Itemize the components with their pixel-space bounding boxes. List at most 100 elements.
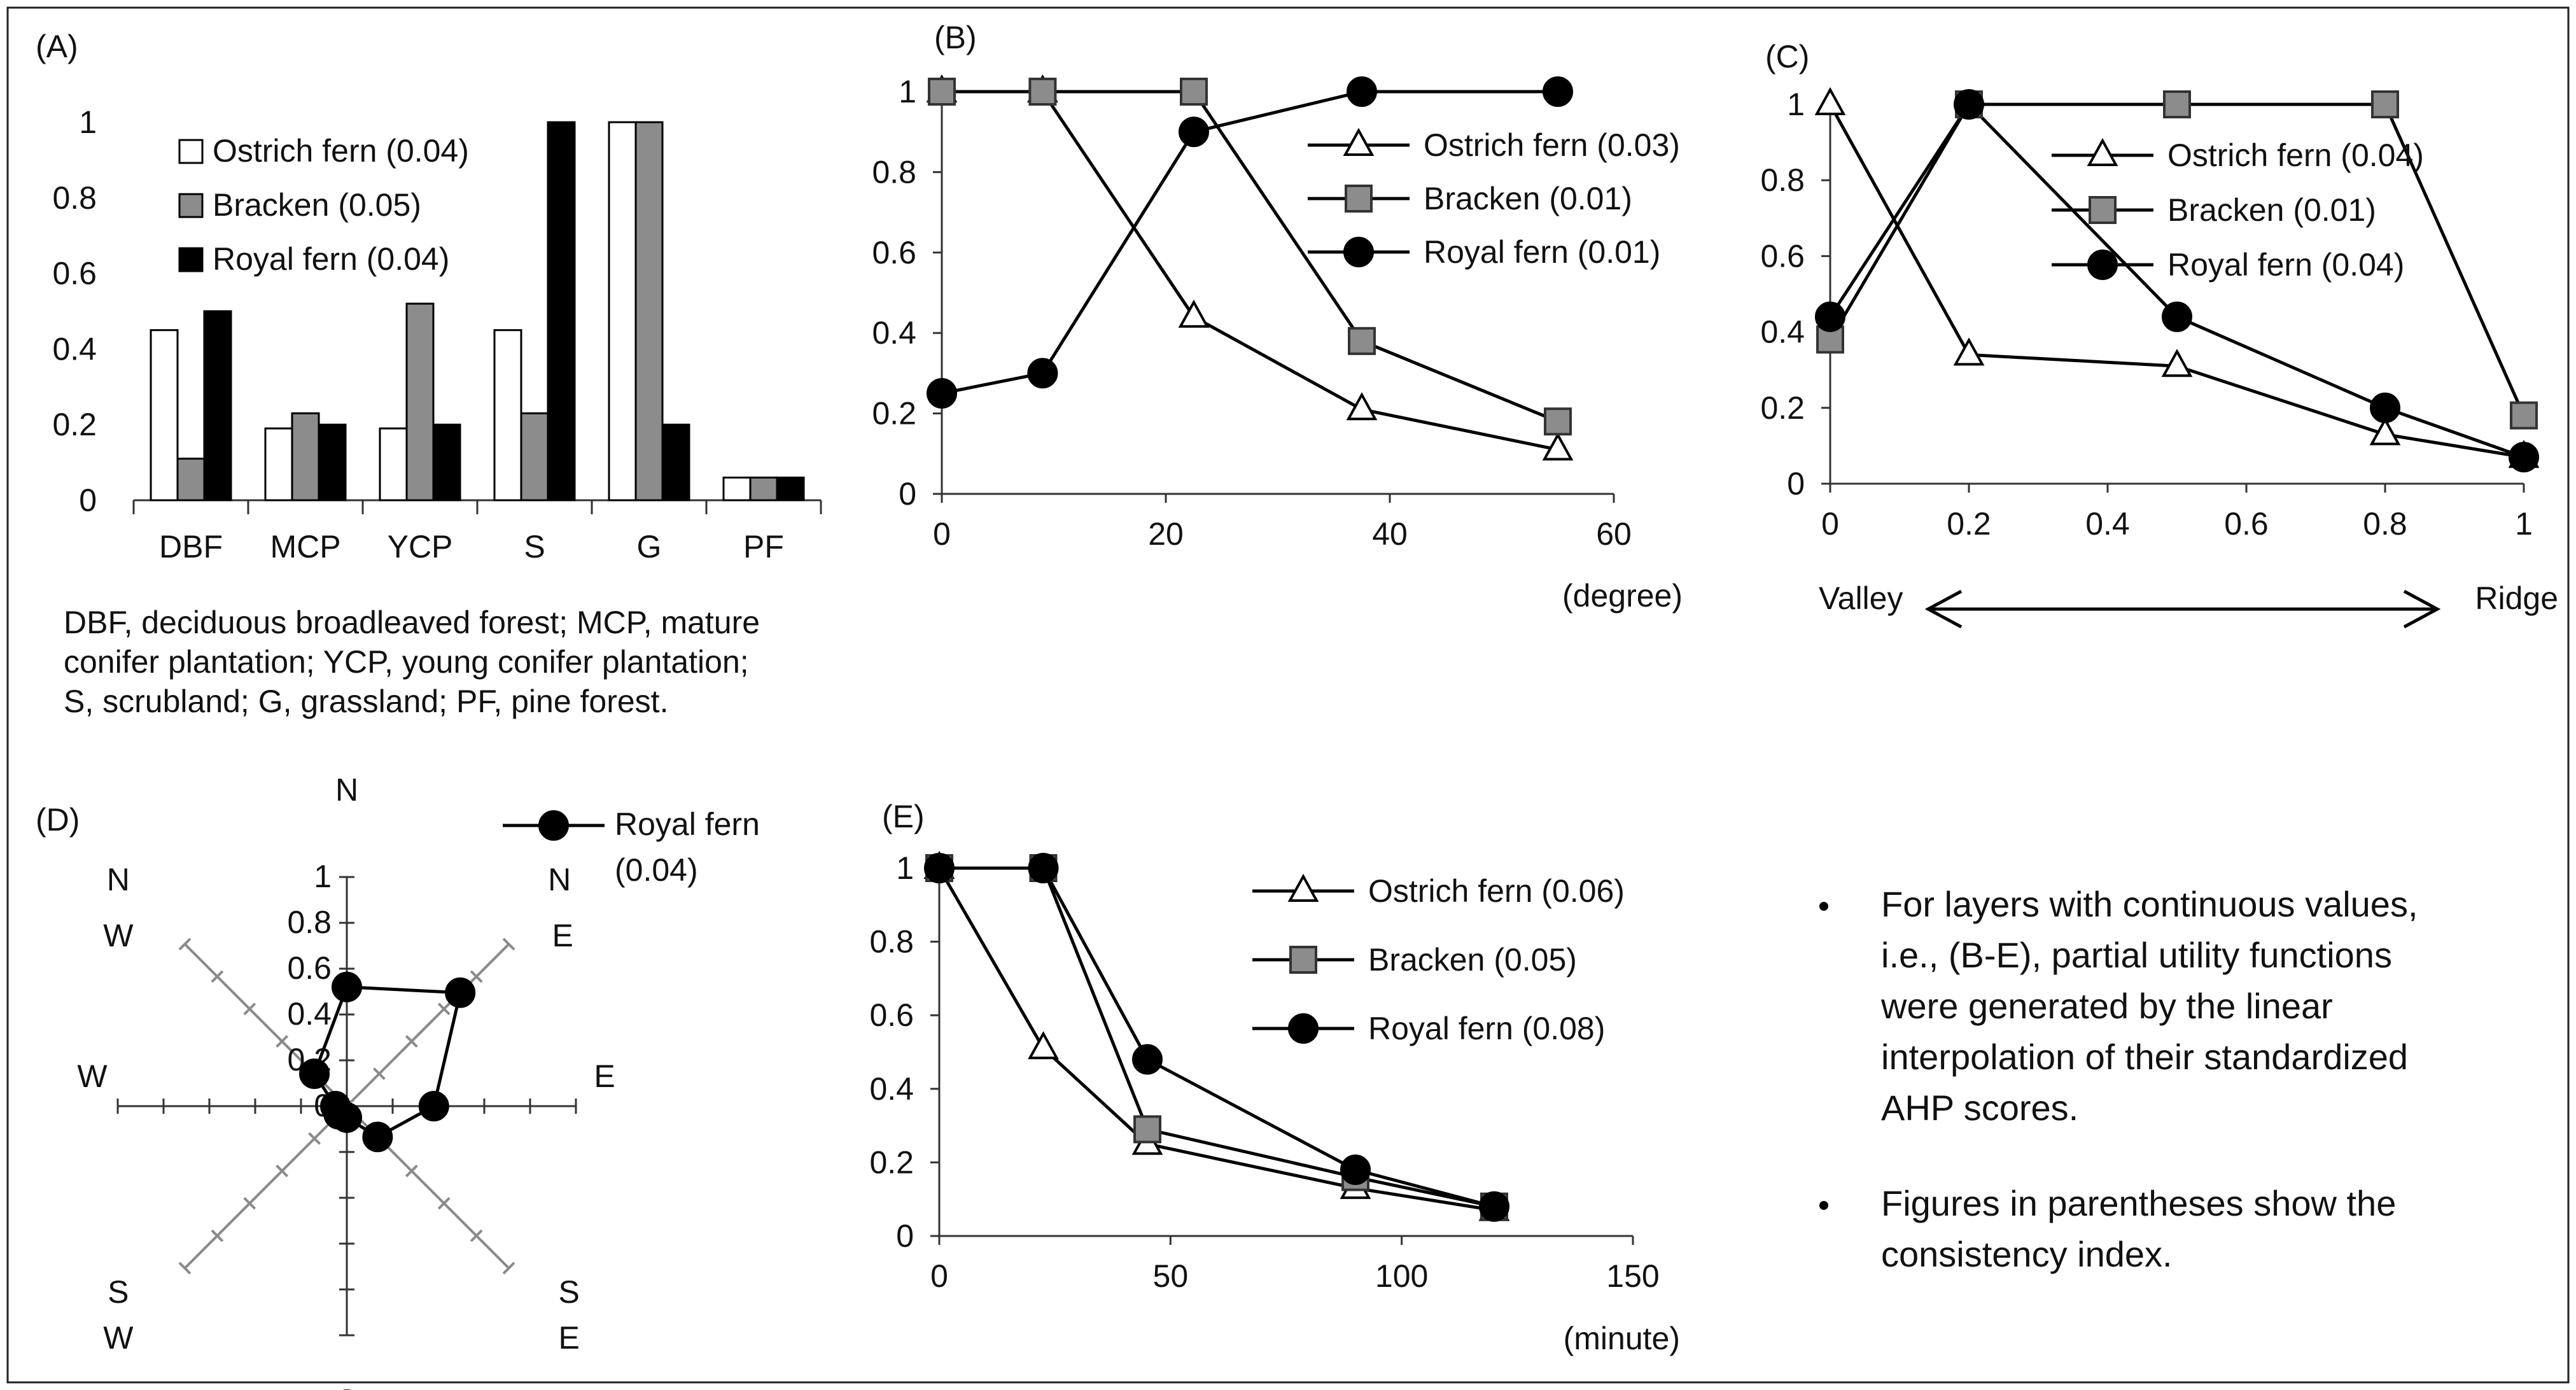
- bar-mcp-series-0: [264, 427, 293, 502]
- bar-s-series-0: [493, 329, 522, 502]
- y-tick-label: 0.6: [872, 235, 916, 270]
- data-point-series-0: [1953, 337, 1985, 366]
- panel-e-line-chart: (E) 0 0.2 0.4 0.6 0.8 1 0 50 100 150 (minute) Ostric…: [869, 799, 1680, 1356]
- category-label: MCP: [270, 529, 340, 565]
- radial-tick: [437, 1197, 451, 1210]
- data-point-series-1: [1348, 326, 1376, 355]
- legend-marker: [1343, 237, 1374, 267]
- direction-label-n: N: [335, 772, 358, 808]
- data-point-series-2: [927, 378, 957, 409]
- bar-g-series-0: [608, 121, 637, 502]
- y-tick-label: 0.2: [869, 1144, 914, 1180]
- radial-tick: [470, 1229, 483, 1242]
- data-point-series-1: [2163, 90, 2191, 118]
- radial-tick-label: 0.6: [287, 950, 332, 986]
- x-tick-label: 0.2: [1947, 506, 1991, 542]
- direction-label-s: S: [336, 1383, 357, 1390]
- x-axis-label: (degree): [1562, 578, 1683, 614]
- data-point-series-2: [1179, 116, 1209, 148]
- data-point-ne: [445, 977, 476, 1008]
- legend-label: Royal fern (0.01): [1424, 234, 1660, 270]
- x-tick-label: 0: [930, 1258, 948, 1294]
- data-point-series-0: [1178, 299, 1210, 328]
- bar-g-series-1: [634, 121, 664, 502]
- radial-tick: [437, 1002, 451, 1016]
- x-tick-label: 0.8: [2363, 506, 2407, 542]
- y-tick-label: 0.4: [52, 331, 97, 367]
- data-point-series-2: [1132, 1044, 1163, 1075]
- bar-dbf-series-1: [176, 458, 206, 502]
- legend-label: Bracken (0.01): [2167, 192, 2376, 228]
- radial-tick: [243, 1002, 256, 1016]
- data-point-series-0: [1028, 1031, 1059, 1060]
- legend-label: Royal fern (0.04): [2167, 247, 2404, 283]
- spoke-sw: [184, 1105, 348, 1269]
- direction-label-ne: N: [548, 862, 571, 897]
- direction-label-sw: S: [108, 1274, 129, 1310]
- legend-label: Ostrich fern (0.06): [1368, 873, 1625, 909]
- legend-marker: [1343, 127, 1375, 156]
- radial-tick: [502, 937, 515, 951]
- legend-marker: [1289, 946, 1317, 974]
- panel-b-line-chart: (B) 0 0.2 0.4 0.6 0.8 1 0 20 40 60 (degree) Ostrich …: [872, 20, 1683, 614]
- valley-label: Valley: [1819, 580, 1903, 616]
- legend-label: Ostrich fern (0.04): [2167, 137, 2424, 173]
- bar-ycp-series-0: [379, 427, 408, 502]
- radial-tick: [405, 1035, 418, 1048]
- data-point-n: [332, 971, 362, 1002]
- data-point-nw: [299, 1058, 330, 1090]
- direction-label-w: W: [77, 1058, 108, 1094]
- arrow-head-left: [1924, 589, 1963, 629]
- y-tick-label: 0.4: [872, 315, 916, 351]
- radial-tick: [470, 970, 483, 983]
- ridge-label: Ridge: [2475, 580, 2558, 616]
- y-tick-label: 0.8: [869, 924, 914, 960]
- arrow-head-right: [2403, 589, 2441, 629]
- data-point-series-0: [2161, 349, 2193, 377]
- bar-g-series-2: [661, 423, 690, 502]
- legend-label: Ostrich fern (0.03): [1424, 127, 1680, 163]
- y-tick-label: 1: [1787, 87, 1805, 122]
- data-point-series-0: [1346, 392, 1378, 421]
- bar-pf-series-2: [776, 476, 805, 502]
- data-point-series-2: [2509, 442, 2539, 473]
- panel-label: (C): [1765, 39, 1809, 74]
- bar-dbf-series-0: [150, 329, 179, 502]
- x-tick-label: 1: [2515, 506, 2533, 542]
- radial-tick: [178, 1261, 192, 1275]
- note-text: Figures in parentheses show the consisten…: [1881, 1183, 2396, 1274]
- panel-label: (E): [882, 799, 925, 834]
- bullet-icon: [1819, 1201, 1828, 1210]
- legend-marker: [1288, 1013, 1319, 1044]
- y-tick-label: 0.6: [869, 997, 914, 1033]
- panel-c-line-chart: (C) 0 0.2 0.4 0.6 0.8 1 0 0.2 0.4 0.6 0.8 1 Ostrich f…: [1760, 39, 2558, 629]
- legend-marker: [2087, 249, 2118, 280]
- data-point-series-1: [928, 78, 956, 106]
- data-point-series-1: [1028, 78, 1057, 106]
- data-point-series-0: [1814, 87, 1846, 115]
- y-tick-label: 0.6: [1760, 238, 1805, 274]
- x-axis-label: (minute): [1564, 1321, 1680, 1356]
- y-tick-label: 0.2: [52, 407, 97, 442]
- legend-label: Royal fern: [615, 806, 760, 842]
- data-point-series-0: [1542, 432, 1574, 461]
- radial-tick: [276, 1035, 289, 1048]
- x-tick-label: 0: [1821, 506, 1839, 542]
- bar-s-series-1: [520, 412, 549, 502]
- y-tick-label: 0.4: [869, 1071, 914, 1107]
- data-point-series-1: [1133, 1115, 1161, 1144]
- data-point-se: [362, 1121, 393, 1153]
- data-point-series-1: [2371, 90, 2399, 118]
- y-tick-label: 0.8: [1760, 162, 1805, 198]
- category-label: PF: [743, 529, 784, 565]
- data-point-series-0: [2369, 417, 2401, 446]
- x-tick-label: 20: [1148, 516, 1184, 552]
- legend-label: Royal fern (0.08): [1368, 1011, 1605, 1046]
- data-point-series-2: [1479, 1191, 1509, 1222]
- direction-label-se: E: [559, 1320, 580, 1356]
- radial-tick: [178, 937, 192, 951]
- bar-pf-series-1: [749, 476, 778, 502]
- radial-tick: [276, 1164, 289, 1177]
- figure-frame: [6, 6, 2570, 1384]
- category-label: DBF: [159, 529, 223, 565]
